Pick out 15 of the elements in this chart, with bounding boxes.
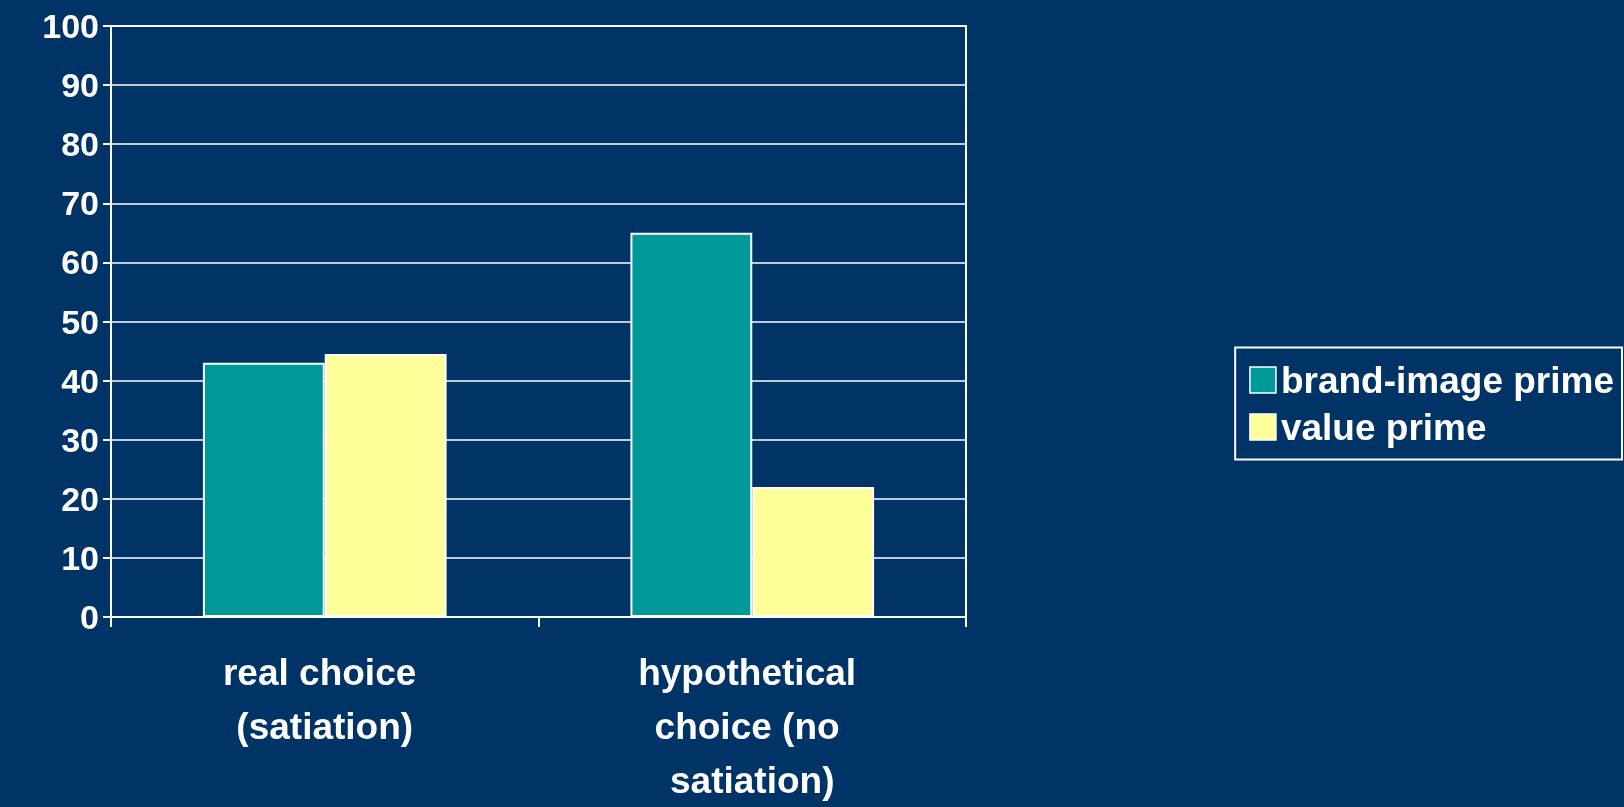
legend-label: brand-image prime [1280, 359, 1615, 401]
y-tick-label: 90 [61, 66, 99, 105]
y-tick-label: 40 [61, 361, 99, 400]
x-tick-label: real choice (satiation) [222, 651, 427, 747]
y-tick-label: 20 [61, 479, 99, 518]
y-tick-label: 70 [61, 184, 99, 223]
y-tick-label: 100 [42, 7, 99, 45]
x-tick-label: hypothetical choice (no satiation) [638, 651, 867, 801]
y-tick-label: 50 [61, 302, 99, 341]
y-tick-label: 10 [61, 538, 99, 577]
legend-label: value prime [1280, 406, 1487, 448]
y-tick-label: 0 [80, 598, 99, 636]
y-tick-label: 30 [61, 420, 99, 459]
y-tick-label: 60 [61, 243, 99, 282]
y-tick-label: 80 [61, 125, 99, 164]
